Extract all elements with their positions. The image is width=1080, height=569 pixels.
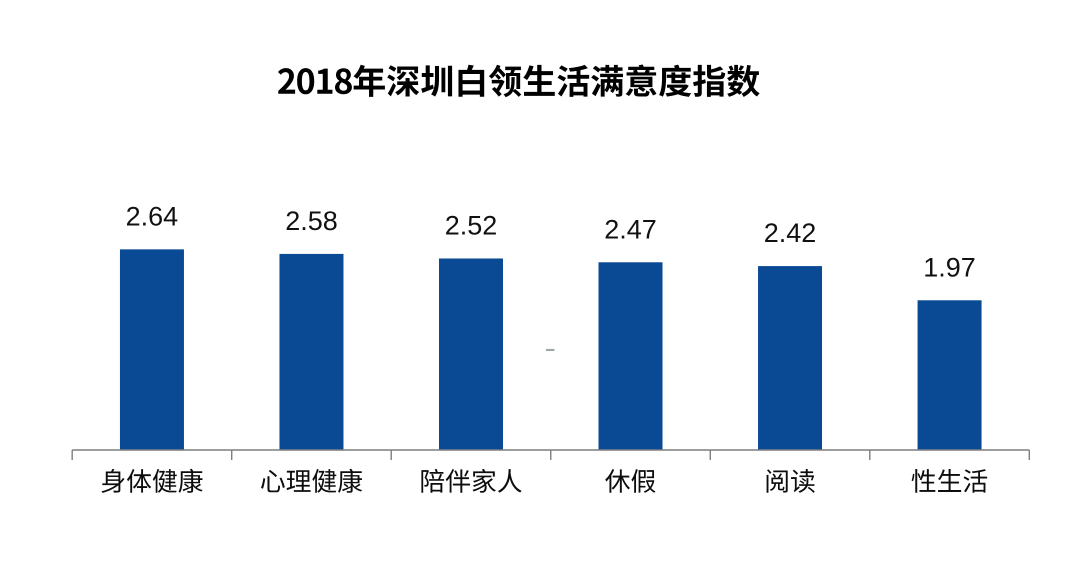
svg-text:2.64: 2.64 [126, 201, 179, 231]
svg-text:2.52: 2.52 [445, 211, 498, 241]
svg-text:2.42: 2.42 [764, 218, 817, 248]
svg-text:2.58: 2.58 [285, 206, 338, 236]
svg-text:2.47: 2.47 [604, 214, 657, 244]
svg-text:1.97: 1.97 [923, 252, 976, 282]
